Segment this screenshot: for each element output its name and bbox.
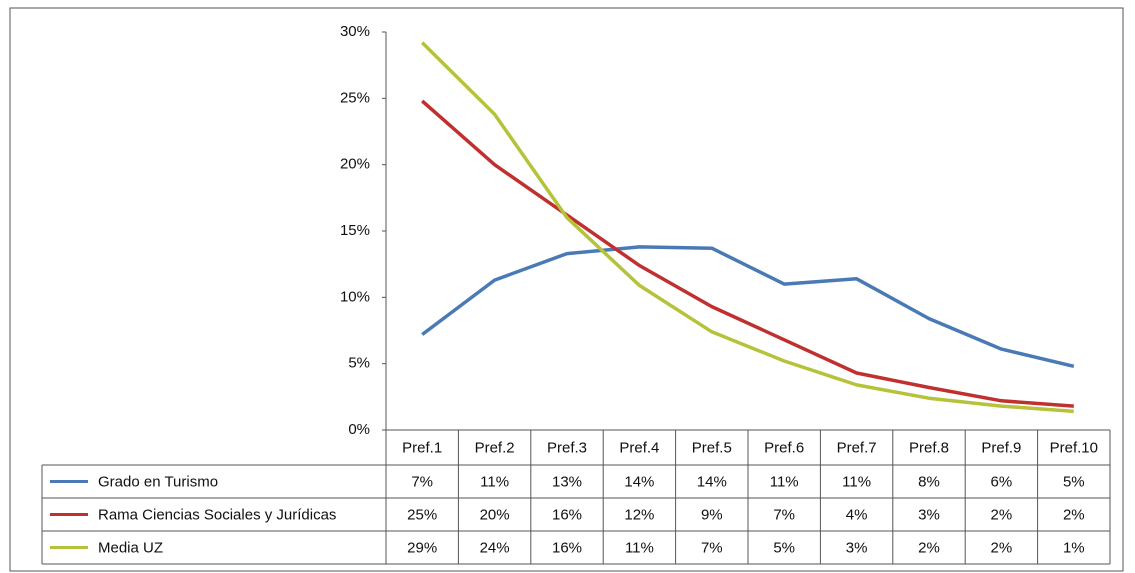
- table-value: 24%: [480, 539, 510, 556]
- table-value: 12%: [624, 506, 654, 523]
- table-value: 16%: [552, 539, 582, 556]
- table-value: 1%: [1063, 539, 1085, 556]
- table-value: 7%: [773, 506, 795, 523]
- table-value: 5%: [1063, 473, 1085, 490]
- x-tick-label: Pref.8: [909, 439, 949, 456]
- table-value: 14%: [697, 473, 727, 490]
- x-tick-label: Pref.2: [475, 439, 515, 456]
- table-value: 4%: [846, 506, 868, 523]
- y-tick-label: 20%: [340, 156, 370, 173]
- y-tick-label: 15%: [340, 222, 370, 239]
- table-value: 25%: [407, 506, 437, 523]
- table-value: 6%: [991, 473, 1013, 490]
- series-line: [420, 41, 1074, 414]
- table-value: 2%: [918, 539, 940, 556]
- table-value: 14%: [624, 473, 654, 490]
- y-tick-label: 10%: [340, 288, 370, 305]
- series-line: [421, 99, 1074, 408]
- table-value: 2%: [991, 506, 1013, 523]
- table-value: 3%: [846, 539, 868, 556]
- table-value: 11%: [480, 473, 509, 490]
- table-value: 2%: [1063, 506, 1085, 523]
- table-value: 11%: [625, 539, 654, 556]
- table-value: 11%: [842, 473, 871, 490]
- table-value: 8%: [918, 473, 940, 490]
- legend-label: Media UZ: [98, 539, 163, 556]
- table-value: 3%: [918, 506, 940, 523]
- chart-frame: [9, 7, 1124, 572]
- series-line: [421, 245, 1075, 369]
- table-value: 29%: [407, 539, 437, 556]
- legend-label: Rama Ciencias Sociales y Jurídicas: [98, 506, 336, 523]
- table-value: 9%: [701, 506, 723, 523]
- x-tick-label: Pref.9: [981, 439, 1021, 456]
- table-value: 7%: [701, 539, 723, 556]
- table-value: 5%: [773, 539, 795, 556]
- y-tick-label: 30%: [340, 23, 370, 40]
- y-tick-label: 25%: [340, 89, 370, 106]
- x-tick-label: Pref.6: [764, 439, 804, 456]
- x-tick-label: Pref.1: [402, 439, 442, 456]
- legend-label: Grado en Turismo: [98, 473, 218, 490]
- table-value: 2%: [991, 539, 1013, 556]
- x-tick-label: Pref.4: [619, 439, 659, 456]
- y-tick-label: 0%: [348, 421, 370, 438]
- table-value: 11%: [770, 473, 799, 490]
- x-tick-label: Pref.3: [547, 439, 587, 456]
- table-value: 16%: [552, 506, 582, 523]
- table-value: 13%: [552, 473, 582, 490]
- table-value: 20%: [480, 506, 510, 523]
- y-tick-label: 5%: [348, 355, 370, 372]
- x-tick-label: Pref.10: [1050, 439, 1098, 456]
- x-tick-label: Pref.7: [837, 439, 877, 456]
- table-value: 7%: [411, 473, 433, 490]
- x-tick-label: Pref.5: [692, 439, 732, 456]
